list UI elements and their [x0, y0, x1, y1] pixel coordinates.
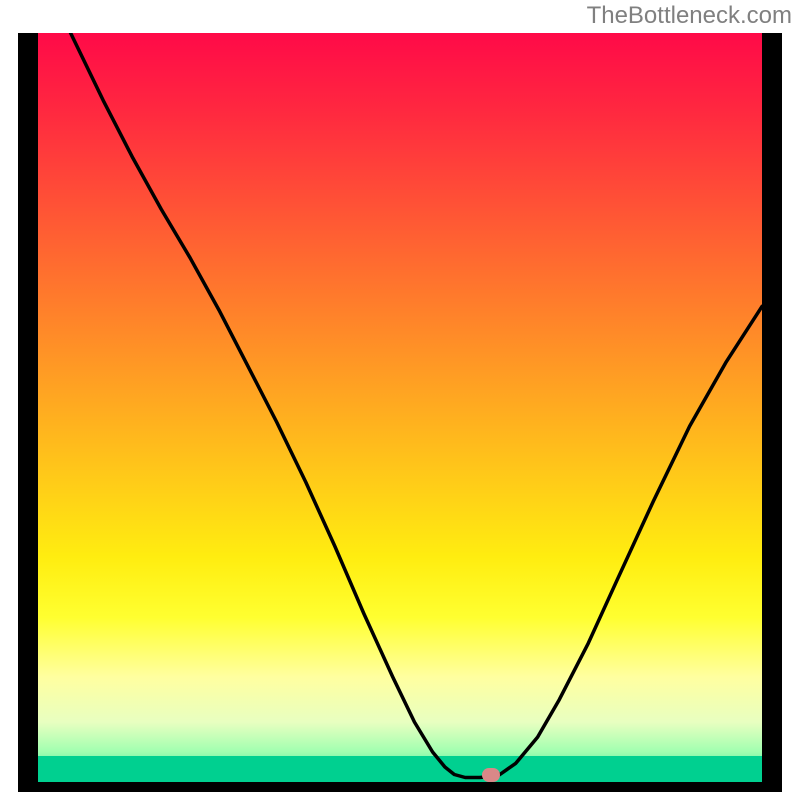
- frame-border-right: [762, 33, 782, 792]
- frame-border-left: [18, 33, 38, 792]
- watermark: TheBottleneck.com: [587, 2, 792, 30]
- plot-area: [38, 33, 762, 782]
- curve-path: [71, 33, 762, 778]
- frame-border-bottom: [18, 782, 782, 792]
- bottleneck-curve: [38, 33, 762, 782]
- chart-container: { "meta": { "watermark": "TheBottleneck.…: [0, 0, 800, 800]
- current-position-marker: [482, 768, 500, 782]
